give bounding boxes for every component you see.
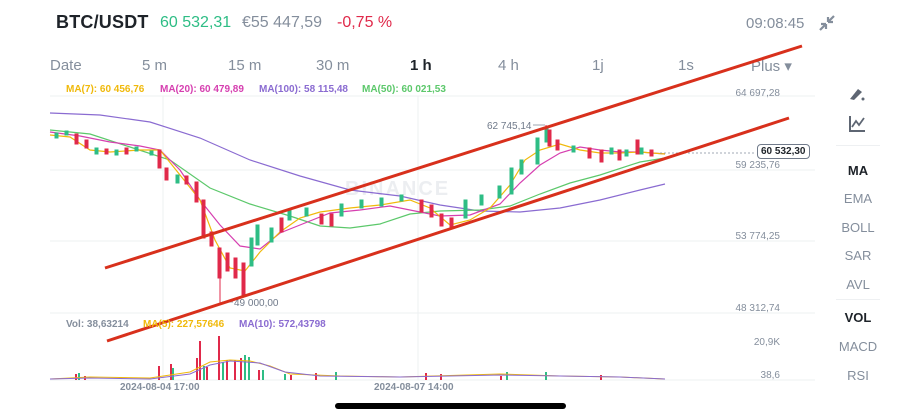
volume-axis-label: 38,6 xyxy=(760,370,780,381)
upper-trendline[interactable] xyxy=(104,44,803,270)
indicator-vol[interactable]: VOL xyxy=(844,310,872,325)
tab-30m[interactable]: 30 m xyxy=(316,57,350,74)
fiat-price: €55 447,59 xyxy=(242,14,323,31)
indicator-rsi[interactable]: RSI xyxy=(847,368,869,383)
tab-4h[interactable]: 4 h xyxy=(498,57,519,74)
indicator-ma[interactable]: MA xyxy=(847,163,869,178)
price-axis-label: 53 774,25 xyxy=(735,231,781,242)
ma100-legend: MA(100): 58 115,48 xyxy=(259,84,348,95)
collapse-arrows-icon[interactable] xyxy=(816,12,838,34)
tab-1h[interactable]: 1 h xyxy=(410,57,432,74)
price-axis-label: 64 697,28 xyxy=(735,88,781,99)
indicator-chart-icon[interactable] xyxy=(846,113,868,135)
price-axis-label: 48 312,74 xyxy=(735,303,781,314)
pair-title[interactable]: BTC/USDT xyxy=(56,12,149,32)
low-annotation: 49 000,00 xyxy=(234,298,279,309)
tab-15m[interactable]: 15 m xyxy=(228,57,262,74)
home-indicator[interactable] xyxy=(335,403,566,409)
lower-trendline[interactable] xyxy=(106,116,790,343)
tab-1s[interactable]: 1s xyxy=(678,57,694,74)
date-label: 2024-08-07 14:00 xyxy=(374,382,454,393)
ma50-legend: MA(50): 60 021,53 xyxy=(362,84,446,95)
date-label: 2024-08-04 17:00 xyxy=(120,382,200,393)
clock: 09:08:45 xyxy=(746,15,805,32)
tab-plus-dropdown[interactable]: Plus ▾ xyxy=(751,58,792,75)
tab-5m[interactable]: 5 m xyxy=(142,57,168,74)
tab-date[interactable]: Date xyxy=(50,57,82,74)
sidebar-divider xyxy=(836,299,880,300)
watermark: BINANCE xyxy=(345,178,450,200)
draw-pencil-icon[interactable] xyxy=(846,83,868,105)
current-price-tag: 60 532,30 xyxy=(757,144,810,159)
header: BTC/USDT 60 532,31 €55 447,59 -0,75 % 09… xyxy=(0,0,900,44)
volume-bars xyxy=(49,336,666,380)
indicator-avl[interactable]: AVL xyxy=(846,277,870,292)
indicator-macd[interactable]: MACD xyxy=(838,339,878,354)
tab-1j[interactable]: 1j xyxy=(592,57,604,74)
ma7-legend: MA(7): 60 456,76 xyxy=(66,84,145,95)
ma20-legend: MA(20): 60 479,89 xyxy=(160,84,244,95)
candles xyxy=(54,125,654,303)
change-percent: -0,75 % xyxy=(337,14,393,31)
vol-legend: Vol: 38,63214 xyxy=(66,319,129,330)
indicator-boll[interactable]: BOLL xyxy=(841,220,875,235)
indicator-sar[interactable]: SAR xyxy=(844,248,872,263)
price-axis-label: 59 235,76 xyxy=(735,160,781,171)
indicator-ema[interactable]: EMA xyxy=(843,191,873,206)
high-annotation: 62 745,14 xyxy=(487,121,532,132)
last-price: 60 532,31 xyxy=(160,14,232,31)
vol-ma10-legend: MA(10): 572,43798 xyxy=(239,319,326,330)
volume-axis-label: 20,9K xyxy=(753,337,780,348)
sidebar-divider xyxy=(836,145,880,146)
vol-ma5-legend: MA(5): 227,57646 xyxy=(143,319,225,330)
